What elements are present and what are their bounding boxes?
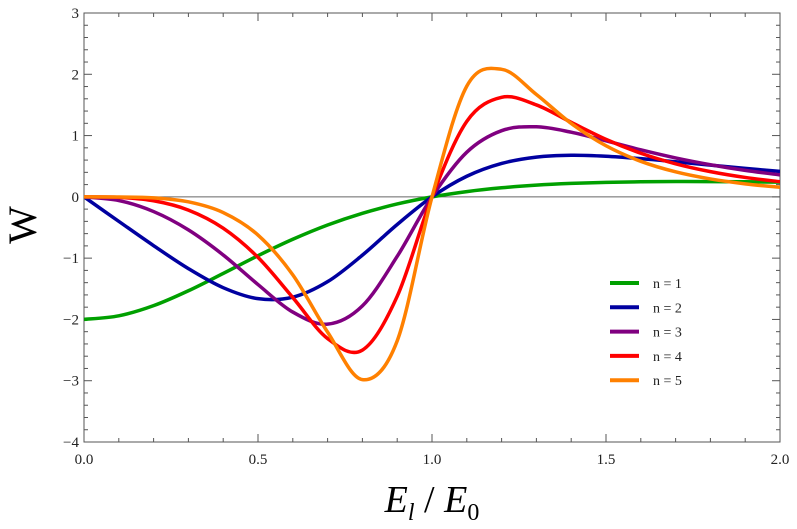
legend-label: n = 5 [653,374,682,389]
axis-ticks [83,12,781,443]
x-axis-title-sub-l: l [408,500,415,526]
y-tick-labels: 3 2 1 0 −1 −2 −3 −4 [63,6,79,451]
curves [84,66,780,382]
x-tick-label: 1.0 [423,452,442,468]
x-tick-label: 0.5 [249,452,268,468]
legend-item-n3: n = 3 [610,326,682,341]
legend-label: n = 1 [653,277,682,292]
legend-label: n = 4 [653,350,682,365]
legend-item-n1: n = 1 [610,277,682,292]
x-tick-label: 1.5 [597,452,616,468]
legend-label: n = 2 [653,301,682,316]
x-axis-title-sub-0: 0 [467,500,479,526]
curve-n5 [84,66,780,382]
legend-label: n = 3 [653,326,682,341]
legend-item-n2: n = 2 [610,301,682,316]
x-axis-title: El / E0 [384,479,480,526]
x-tick-label: 0.0 [75,452,94,468]
legend-item-n5: n = 5 [610,374,682,389]
legend-item-n4: n = 4 [610,350,682,365]
y-tick-label: −4 [63,435,79,451]
x-axis-title-E1: E [384,479,408,521]
x-tick-labels: 0.0 0.5 1.0 1.5 2.0 [75,452,790,468]
y-tick-label: −3 [63,374,79,390]
x-tick-label: 2.0 [771,452,790,468]
legend: n = 1 n = 2 n = 3 n = 4 n = 5 [610,277,682,389]
y-tick-label: 1 [72,129,80,145]
y-tick-label: −2 [63,312,79,328]
curve-n3 [84,124,780,326]
y-tick-label: 0 [72,190,80,206]
y-tick-label: −1 [63,251,79,267]
y-tick-label: 2 [72,67,80,83]
x-axis-title-sep: / [415,479,445,521]
x-axis-title-E2: E [443,479,467,521]
y-axis-title: W [0,206,45,244]
y-tick-label: 3 [72,6,80,22]
